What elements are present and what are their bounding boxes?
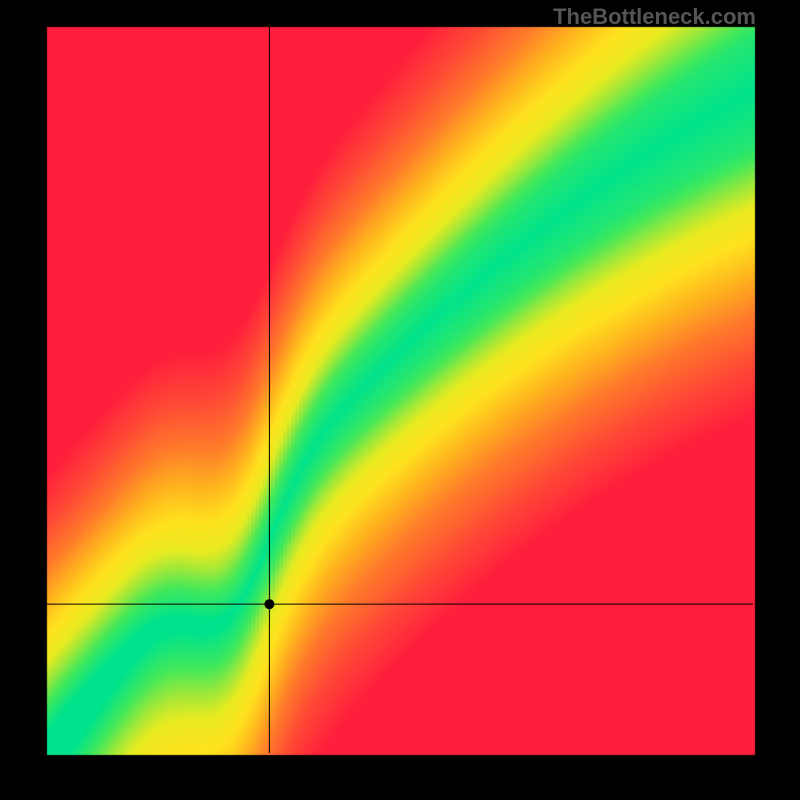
chart-container: TheBottleneck.com: [0, 0, 800, 800]
heatmap-canvas: [0, 0, 800, 800]
watermark-text: TheBottleneck.com: [553, 4, 756, 30]
